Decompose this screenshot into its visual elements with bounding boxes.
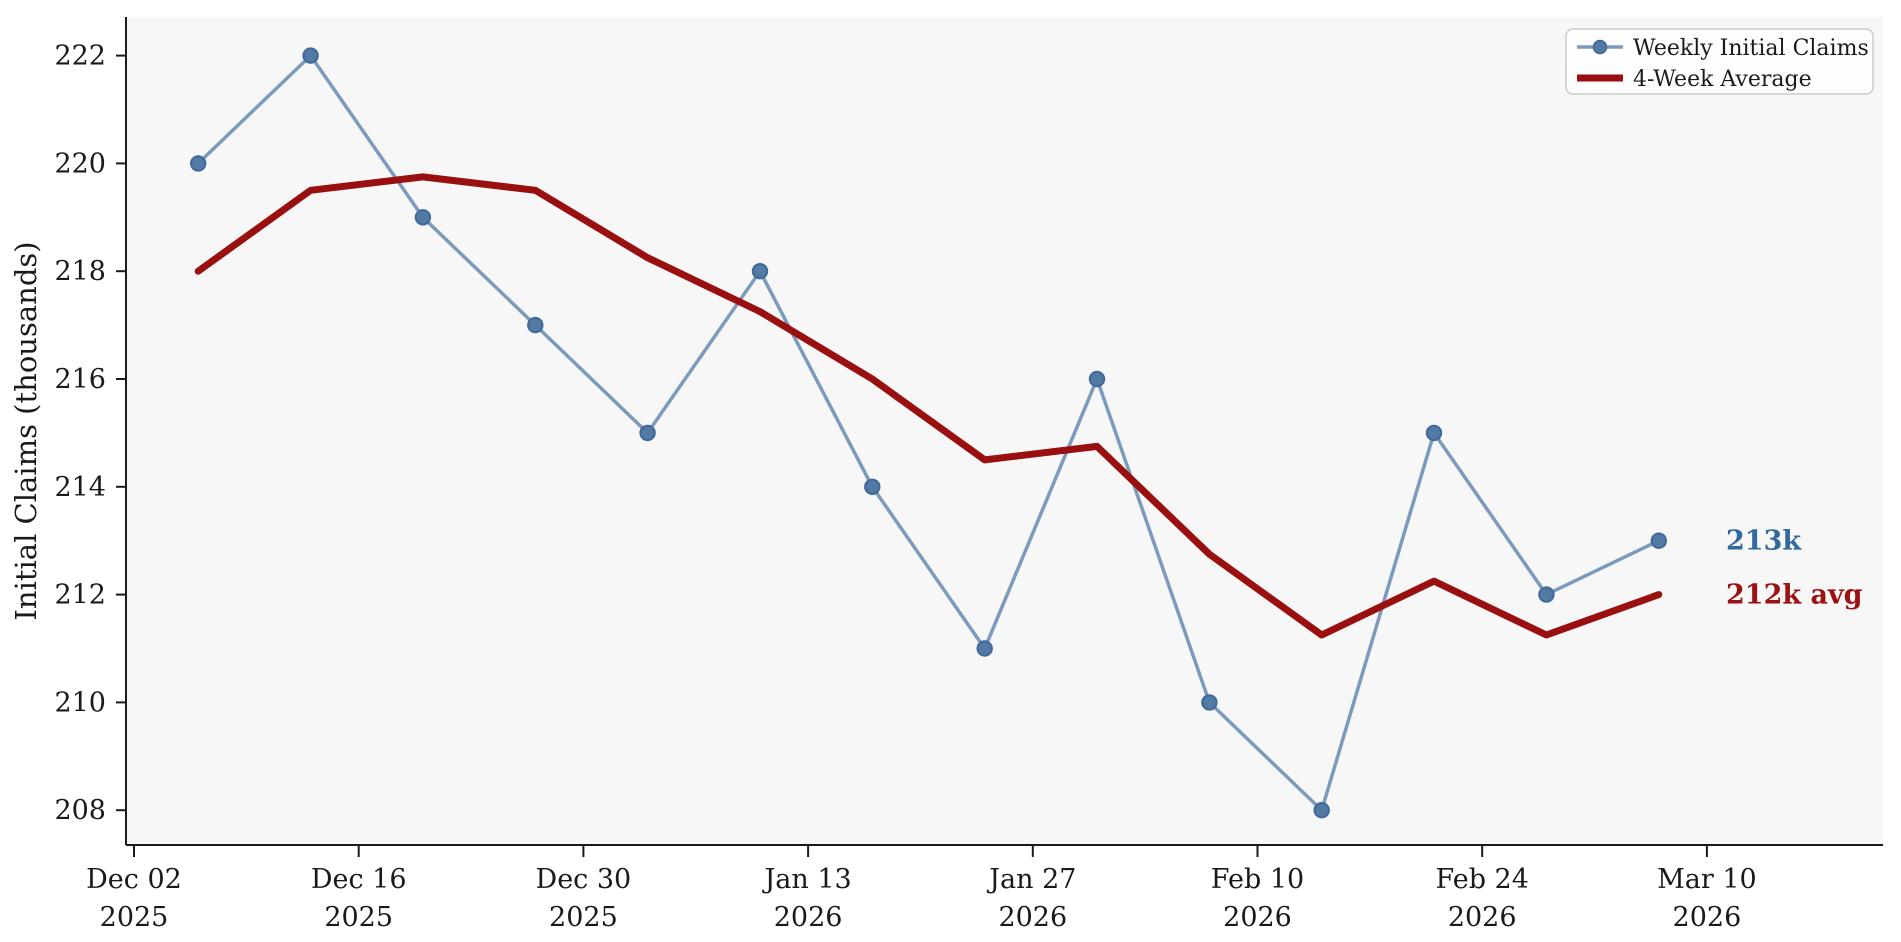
y-tick-label: 212 [54,580,106,611]
y-tick-label: 208 [54,795,106,826]
weekly-data-point-marker [1313,802,1330,819]
weekly-data-point-marker [1650,532,1668,549]
weekly-claims-line [196,53,1661,812]
y-tick-label: 218 [54,256,106,287]
weekly-data-point-marker [1201,694,1218,711]
x-tick-label-year: 2025 [100,902,169,933]
y-tick-label: 210 [54,687,106,718]
x-tick-label-year: 2026 [1448,902,1517,933]
legend-entry-average: 4-Week Average [1633,67,1812,92]
four-week-average-line [194,173,1663,639]
y-tick-label: 216 [54,364,106,395]
x-tick-label: Feb 10 [1211,864,1304,895]
weekly-data-point-marker [414,209,432,226]
y-axis-title: Initial Claims (thousands) [9,241,43,620]
legend-box [1565,28,1874,95]
weekly-data-point-marker [976,640,993,657]
weekly-data-point-marker [1538,586,1555,603]
weekly-data-point-marker [864,478,881,495]
y-tick-label: 222 [54,41,106,72]
x-tick-label: Jan 13 [761,864,851,895]
weekly-data-point-marker [751,263,769,280]
annotation-avg-value: 212k avg [1726,580,1863,611]
weekly-data-point-marker [639,424,656,442]
legend-weekly-marker-icon [1592,39,1608,55]
x-tick-label: Dec 16 [311,864,407,895]
x-tick-label-year: 2025 [549,902,618,933]
annotation-weekly-value: 213k [1726,526,1802,557]
y-tick-label: 214 [54,472,106,503]
legend: Weekly Initial Claims 4-Week Average [1565,28,1874,95]
x-tick-label: Feb 24 [1435,864,1528,895]
weekly-data-point-marker [1088,370,1106,388]
weekly-data-point-marker [1425,424,1443,442]
x-tick-label: Mar 10 [1657,864,1757,895]
legend-entry-weekly: Weekly Initial Claims [1633,36,1869,61]
x-tick-label: Dec 02 [86,864,182,895]
x-tick-label-year: 2026 [1673,902,1742,933]
weekly-data-point-marker [302,47,319,64]
x-tick-label: Jan 27 [986,864,1076,895]
plot-area [126,17,1883,845]
x-tick-label-year: 2026 [998,902,1067,933]
x-tick-label-year: 2025 [324,902,393,933]
y-tick-label: 220 [54,148,106,179]
weekly-data-point-marker [527,316,544,334]
x-tick-label: Dec 30 [536,864,632,895]
x-tick-label-year: 2026 [1223,902,1292,933]
weekly-data-point-marker [190,155,207,172]
x-tick-label-year: 2026 [774,902,843,933]
